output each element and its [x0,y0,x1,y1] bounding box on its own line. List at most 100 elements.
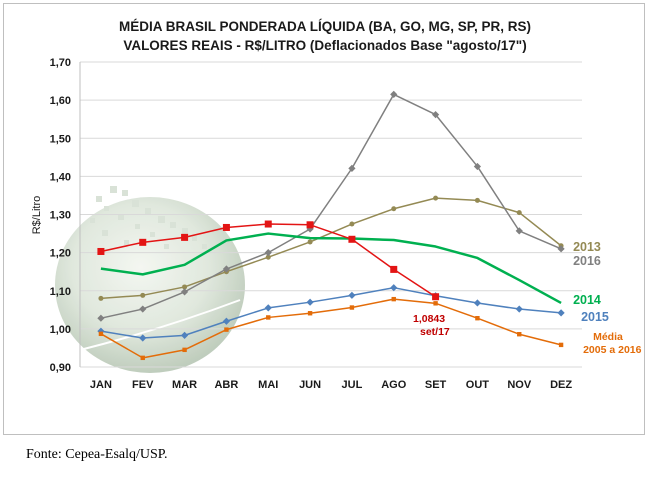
data-point [348,164,356,172]
series-line [100,197,562,300]
y-tick-label: 1,50 [50,133,71,145]
data-point [517,332,522,337]
x-tick-label: OUT [466,379,490,391]
data-point [433,195,439,201]
data-point [98,295,104,301]
data-point [181,233,189,241]
series-2014 [100,232,562,305]
y-tick-label: 1,10 [50,286,71,298]
x-axis-ticks: JAN FEV MAR ABR MAI JUN JUL AGO SET OUT NOV DEZ [90,379,572,391]
data-point [432,293,440,301]
data-point [515,227,523,235]
data-point [390,90,398,99]
data-point [266,315,271,320]
data-point [140,292,146,298]
chart-title: MÉDIA BRASIL PONDERADA LÍQUIDA (BA, GO, … [119,19,531,34]
series-line [100,298,562,359]
data-point [264,249,272,257]
data-point [139,305,147,313]
series-line [100,286,562,339]
data-point [182,347,187,353]
x-tick-label: JUL [342,379,363,391]
y-axis-ticks: 0,90 1,00 1,10 1,20 1,30 1,40 1,50 1,60 1,70 [50,57,71,374]
last-value-annotation: 1,0843 set/17 [413,313,450,338]
series-2013 [98,195,564,301]
data-point [515,305,523,313]
series-line [100,93,562,319]
data-point [222,317,231,325]
y-tick-label: 0,90 [50,362,71,374]
data-point [433,301,438,306]
data-point [222,223,230,231]
data-point [140,355,145,361]
data-point [473,162,482,171]
data-point [97,314,105,322]
y-tick-label: 1,60 [50,95,71,107]
x-tick-label: JUN [299,379,321,391]
data-point [475,316,480,321]
data-point [307,311,313,316]
data-point [348,291,356,299]
series-label-2015: 2015 [581,310,609,324]
y-tick-label: 1,40 [50,171,71,183]
x-tick-label: AGO [381,379,407,391]
data-point [264,220,272,228]
data-point [222,265,231,273]
x-tick-label: JAN [90,379,112,391]
series-label-2013: 2013 [573,240,601,254]
series-label-m-dia-2005-a-2016: Média 2005 a 2016 [583,331,642,356]
data-point [306,221,314,229]
data-point [182,284,188,290]
x-tick-label: ABR [214,379,238,391]
data-point [557,309,565,317]
x-tick-label: NOV [507,379,532,391]
series-2015 [97,284,565,342]
line-chart: MÉDIA BRASIL PONDERADA LÍQUIDA (BA, GO, … [31,19,642,391]
data-point [390,265,398,273]
data-point [264,304,272,312]
data-point [265,254,271,260]
data-point [349,221,355,227]
data-point [390,284,398,292]
data-point [558,342,564,348]
data-point [557,245,565,253]
data-point [306,298,314,306]
data-point [139,238,147,246]
source-note: Fonte: Cepea-Esalq/USP. [26,447,168,462]
series-line [100,232,562,305]
data-point [180,288,189,296]
annotation-value: 1,0843 [413,313,445,325]
data-point [97,247,105,255]
chart-subtitle: VALORES REAIS - R$/LITRO (Deflacionados … [123,38,526,53]
data-point [348,235,356,243]
series-m-dia-2005-a-2016 [98,296,564,361]
data-point [97,327,105,335]
y-tick-label: 1,70 [50,57,71,69]
series-label-2016: 2016 [573,254,601,268]
series-layer [97,90,565,361]
data-point [307,239,313,245]
data-point [98,331,104,337]
data-point [473,299,482,307]
data-point [391,206,397,212]
series-label-2014: 2014 [573,293,601,307]
x-tick-label: MAR [172,379,197,391]
data-point [224,327,229,332]
series-2016 [97,90,565,322]
data-point [349,305,355,310]
data-point [474,197,480,203]
y-axis-label: R$/Litro [31,196,43,235]
chart-frame [3,3,645,435]
x-tick-label: FEV [132,379,154,391]
y-tick-label: 1,00 [50,324,71,336]
y-tick-label: 1,20 [50,248,71,260]
x-tick-label: DEZ [550,379,572,391]
data-point [516,210,522,216]
y-tick-label: 1,30 [50,210,71,222]
gridlines [79,61,582,368]
data-point [139,334,147,342]
x-tick-label: MAI [258,379,278,391]
data-point [431,111,440,119]
x-tick-label: SET [425,379,447,391]
